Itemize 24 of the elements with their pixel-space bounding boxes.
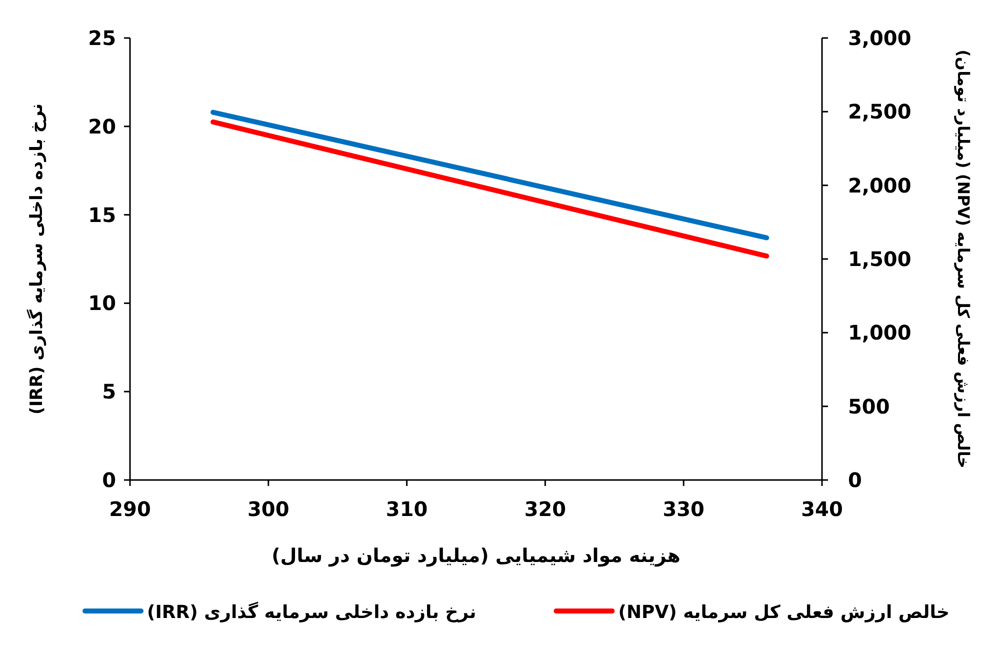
y2-tick-label: 0 [848,468,862,492]
x-tick-label: 290 [109,497,151,521]
y-axis-title: نرخ بازده داخلی سرمایه گذاری (IRR) [26,104,47,414]
y-tick-label: 5 [102,380,116,404]
y-tick-label: 15 [88,202,116,227]
y2-tick-label: 2,000 [848,173,912,198]
x-axis-title: هزینه مواد شیمیایی (میلیارد تومان در سال) [272,545,680,567]
y-tick-label: 20 [88,114,116,138]
x-tick-label: 340 [801,497,843,521]
y2-axis-title: خالص ارزش فعلی کل سرمایه (NPV) (میلیارد تومان) [954,50,973,468]
x-tick-label: 300 [248,497,290,521]
x-tick-label: 330 [662,497,704,521]
y-tick-label: 0 [102,468,116,492]
y2-tick-label: 500 [848,394,890,418]
legend-label: نرخ بازده داخلی سرمایه گذاری (IRR) [147,601,476,623]
y2-tick-label: 1,000 [848,320,912,345]
x-tick-label: 310 [386,497,428,521]
y-tick-label: 10 [88,291,116,316]
y2-tick-label: 3,000 [848,26,912,50]
x-tick-label: 320 [524,497,566,521]
legend-label: خالص ارزش فعلی کل سرمایه (NPV) [618,602,950,623]
y2-tick-label: 2,500 [848,100,912,124]
y2-tick-label: 1,500 [848,247,912,271]
y-tick-label: 25 [88,26,116,50]
